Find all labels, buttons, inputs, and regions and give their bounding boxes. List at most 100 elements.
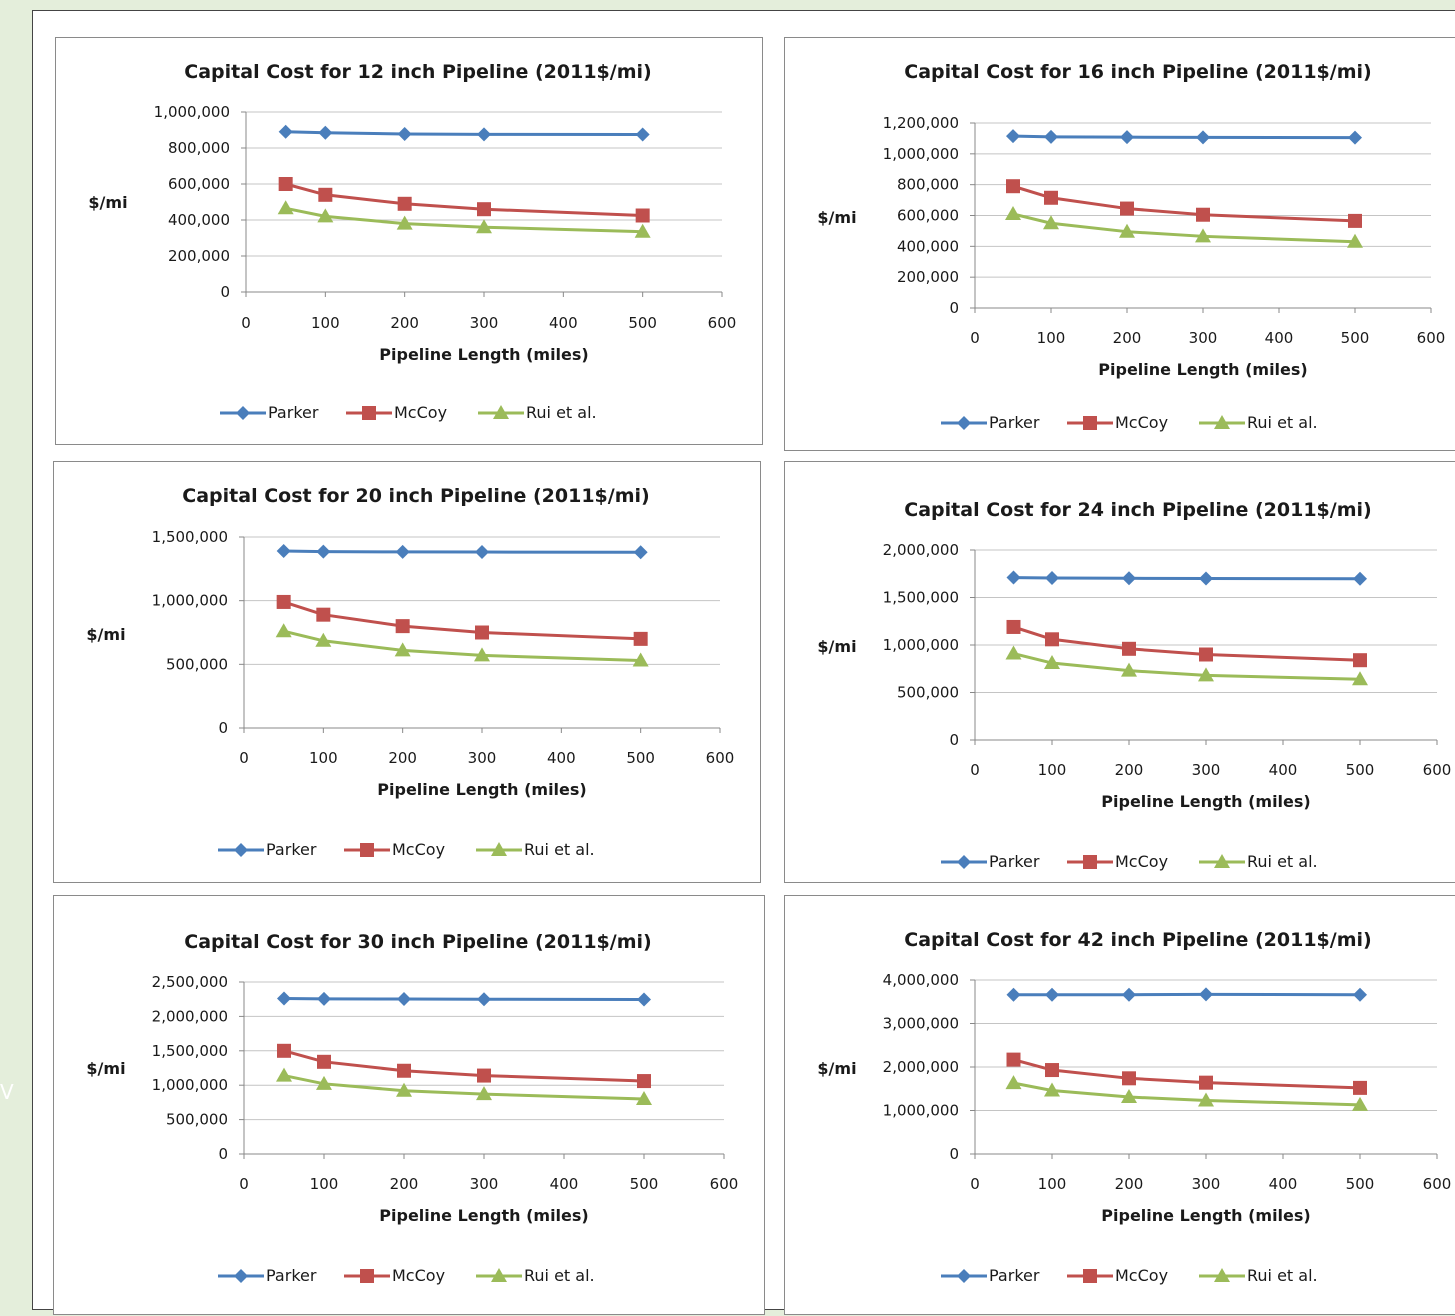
legend-item-mccoy: McCoy: [344, 840, 445, 859]
chart-title: Capital Cost for 24 inch Pipeline (2011$…: [904, 499, 1371, 521]
data-point-parker: [316, 545, 330, 559]
y-tick-label: 0: [220, 283, 230, 301]
legend-item-mccoy: McCoy: [1067, 852, 1168, 871]
data-point-mccoy: [1199, 1076, 1213, 1090]
chart-panel-12-inch: Capital Cost for 12 inch Pipeline (2011$…: [55, 37, 763, 445]
series-rui-et-al: [1006, 646, 1369, 686]
data-point-mccoy: [636, 209, 650, 223]
data-point-parker: [477, 992, 491, 1006]
data-point-mccoy: [279, 177, 293, 191]
y-tick-label: 4,000,000: [883, 971, 959, 989]
x-axis-label: Pipeline Length (miles): [379, 345, 588, 364]
x-tick-label: 0: [970, 329, 980, 347]
data-point-mccoy: [1120, 202, 1134, 216]
data-point-mccoy: [1044, 191, 1058, 205]
data-point-mccoy: [1007, 620, 1021, 634]
x-tick-label: 100: [311, 314, 340, 332]
data-point-parker: [634, 545, 648, 559]
x-tick-label: 300: [1189, 329, 1218, 347]
x-axis-label: Pipeline Length (miles): [377, 780, 586, 799]
series-rui-et-al: [278, 200, 651, 237]
x-tick-label: 600: [706, 749, 735, 767]
data-point-parker: [277, 992, 291, 1006]
data-point-mccoy: [1122, 642, 1136, 656]
y-tick-label: 1,200,000: [883, 114, 959, 132]
y-tick-label: 0: [218, 719, 228, 737]
x-tick-label: 600: [1423, 761, 1452, 779]
legend-item-rui-et-al: Rui et al.: [476, 1266, 595, 1285]
x-axis-label: Pipeline Length (miles): [1098, 360, 1307, 379]
x-tick-label: 400: [1265, 329, 1294, 347]
series-line-mccoy: [284, 602, 641, 639]
x-tick-label: 300: [1192, 761, 1221, 779]
x-tick-label: 0: [970, 1175, 980, 1193]
data-point-parker: [277, 544, 291, 558]
legend-label: Parker: [989, 413, 1040, 432]
chart-title: Capital Cost for 20 inch Pipeline (2011$…: [182, 485, 649, 507]
y-tick-label: 1,000,000: [152, 592, 228, 610]
data-point-mccoy: [318, 188, 332, 202]
x-tick-label: 300: [470, 1175, 499, 1193]
series-parker: [1007, 571, 1368, 586]
x-tick-label: 400: [547, 749, 576, 767]
legend-label: Rui et al.: [524, 1266, 595, 1285]
y-tick-label: 1,500,000: [883, 589, 959, 607]
y-tick-label: 2,500,000: [152, 973, 228, 991]
chart-panel-24-inch: Capital Cost for 24 inch Pipeline (2011$…: [784, 461, 1455, 883]
data-point-parker: [1006, 129, 1020, 143]
series-line-parker: [284, 551, 641, 552]
legend-item-mccoy: McCoy: [1067, 1266, 1168, 1285]
legend-label: McCoy: [1115, 413, 1168, 432]
y-tick-label: 600,000: [168, 175, 230, 193]
series-line-parker: [284, 999, 644, 1000]
line-chart-svg: Capital Cost for 16 inch Pipeline (2011$…: [785, 38, 1455, 452]
data-point-rui-et-al: [1006, 646, 1022, 660]
x-tick-label: 100: [310, 1175, 339, 1193]
y-tick-label: 2,000,000: [883, 1058, 959, 1076]
data-point-mccoy: [316, 608, 330, 622]
y-tick-label: 800,000: [168, 139, 230, 157]
legend-item-rui-et-al: Rui et al.: [1199, 852, 1318, 871]
data-point-parker: [475, 545, 489, 559]
data-point-parker: [1120, 130, 1134, 144]
series-line-parker: [1014, 578, 1361, 579]
legend-marker-mccoy: [360, 843, 374, 857]
data-point-mccoy: [1196, 208, 1210, 222]
line-chart-svg: Capital Cost for 24 inch Pipeline (2011$…: [785, 462, 1455, 884]
chart-title: Capital Cost for 16 inch Pipeline (2011$…: [904, 61, 1371, 83]
x-tick-label: 200: [390, 314, 419, 332]
line-chart-svg: Capital Cost for 12 inch Pipeline (2011$…: [56, 38, 764, 446]
x-tick-label: 500: [626, 749, 655, 767]
data-point-parker: [317, 992, 331, 1006]
data-point-parker: [1007, 571, 1021, 585]
chart-panel-16-inch: Capital Cost for 16 inch Pipeline (2011$…: [784, 37, 1455, 451]
legend-label: Parker: [268, 403, 319, 422]
x-tick-label: 500: [1346, 1175, 1375, 1193]
y-axis-label: $/mi: [88, 193, 127, 212]
y-tick-label: 1,000,000: [883, 636, 959, 654]
series-line-mccoy: [286, 184, 643, 216]
series-parker: [277, 544, 648, 559]
data-point-mccoy: [277, 595, 291, 609]
y-axis-label: $/mi: [86, 1059, 125, 1078]
y-tick-label: 500,000: [166, 1111, 228, 1129]
x-tick-label: 600: [1423, 1175, 1452, 1193]
y-tick-label: 2,000,000: [883, 541, 959, 559]
series-line-mccoy: [284, 1051, 644, 1081]
x-tick-label: 600: [710, 1175, 739, 1193]
data-point-parker: [1045, 571, 1059, 585]
legend-item-parker: Parker: [941, 1266, 1040, 1285]
x-tick-label: 100: [309, 749, 338, 767]
legend-item-rui-et-al: Rui et al.: [478, 403, 597, 422]
x-tick-label: 200: [388, 749, 417, 767]
legend-label: McCoy: [1115, 852, 1168, 871]
legend-item-mccoy: McCoy: [1067, 413, 1168, 432]
legend-label: McCoy: [392, 1266, 445, 1285]
legend-item-parker: Parker: [941, 852, 1040, 871]
data-point-parker: [1122, 988, 1136, 1002]
data-point-mccoy: [1199, 648, 1213, 662]
data-point-parker: [1199, 572, 1213, 586]
x-axis-label: Pipeline Length (miles): [1101, 1206, 1310, 1225]
legend-marker-mccoy: [1083, 855, 1097, 869]
legend-marker-mccoy: [362, 406, 376, 420]
